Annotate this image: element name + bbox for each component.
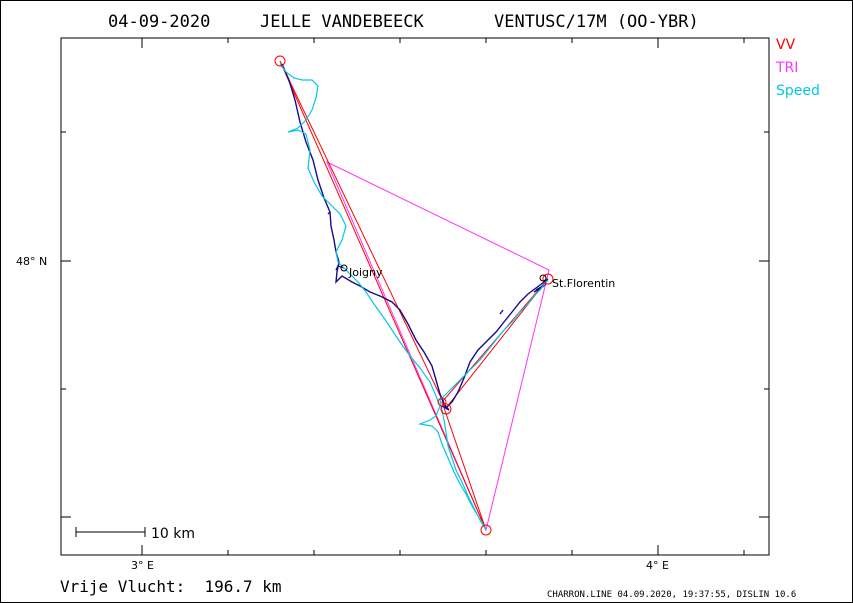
lon-label-west: 3° E bbox=[131, 559, 154, 572]
place-joigny-marker bbox=[340, 264, 348, 272]
map-area: Joigny St.Florentin 10 km bbox=[60, 37, 770, 556]
turnpoint-low bbox=[437, 397, 447, 407]
flight-date: 04-09-2020 bbox=[108, 12, 210, 32]
glider-name: VENTUSC/17M (OO-YBR) bbox=[494, 12, 699, 32]
turnpoint-north bbox=[274, 55, 286, 67]
place-joigny-label: Joigny bbox=[348, 266, 383, 279]
lat-label: 48° N bbox=[16, 255, 47, 268]
scale-bar-label: 10 km bbox=[151, 526, 195, 542]
place-st-florentin-label: St.Florentin bbox=[552, 277, 615, 290]
place-st-florentin-marker bbox=[539, 274, 547, 282]
pilot-name: JELLE VANDEBEECK bbox=[260, 12, 425, 32]
lat-ticks bbox=[61, 131, 769, 518]
credit-line: CHARRON.LINE 04.09.2020, 19:37:55, DISLI… bbox=[547, 590, 796, 600]
lon-ticks bbox=[141, 38, 745, 555]
turnpoint-south bbox=[480, 524, 492, 536]
legend-vv: VV bbox=[776, 37, 796, 53]
flight-track-detail bbox=[327, 211, 547, 411]
map-frame bbox=[60, 37, 770, 556]
legend-tri: TRI bbox=[775, 60, 798, 76]
turnpoint-east bbox=[542, 273, 554, 285]
place-st-florentin: St.Florentin bbox=[539, 274, 615, 290]
place-joigny: Joigny bbox=[340, 264, 383, 279]
triangle-task bbox=[326, 160, 550, 532]
free-flight-distance: Vrije Vlucht: 196.7 km bbox=[60, 577, 282, 596]
lon-label-east: 4° E bbox=[646, 559, 669, 572]
turnpoints bbox=[274, 55, 554, 536]
speed-track bbox=[279, 63, 549, 531]
legend-speed: Speed bbox=[776, 83, 820, 99]
scale-bar: 10 km bbox=[75, 526, 195, 542]
